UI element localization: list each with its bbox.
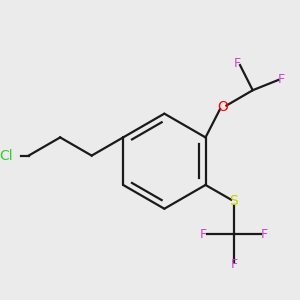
Text: O: O <box>218 100 228 115</box>
Text: Cl: Cl <box>0 148 13 163</box>
Text: F: F <box>261 228 268 241</box>
Text: F: F <box>278 73 285 86</box>
Text: F: F <box>200 228 206 241</box>
Text: F: F <box>230 259 237 272</box>
Text: F: F <box>234 57 241 70</box>
Text: S: S <box>230 194 238 208</box>
